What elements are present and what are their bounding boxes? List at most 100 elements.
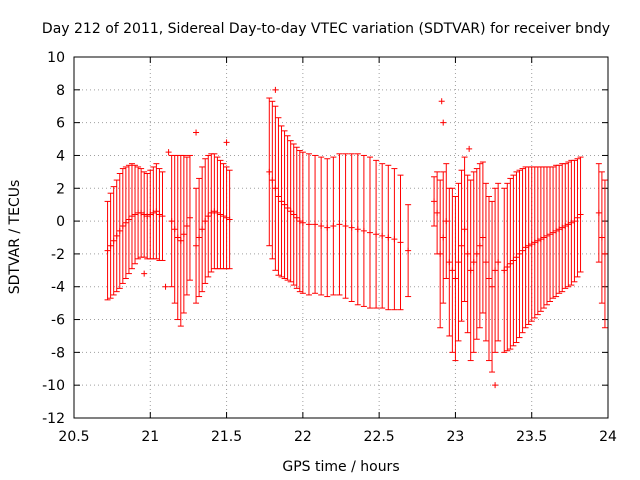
data-point	[119, 223, 126, 230]
data-point	[562, 223, 569, 230]
data-point	[226, 216, 233, 223]
data-point	[165, 149, 172, 156]
data-point	[379, 232, 386, 239]
data-point	[360, 227, 367, 234]
data-point	[211, 208, 218, 215]
y-tick-label: 0	[56, 214, 65, 230]
data-point	[513, 254, 520, 261]
data-series	[168, 153, 233, 327]
data-point	[574, 214, 581, 221]
data-point	[476, 242, 483, 249]
y-tick-label: 6	[56, 116, 65, 132]
data-point	[543, 232, 550, 239]
data-point	[437, 250, 444, 257]
data-point	[348, 224, 355, 231]
data-point	[440, 119, 447, 126]
y-tick-label: -10	[42, 378, 65, 394]
data-point	[534, 237, 541, 244]
data-point	[431, 198, 438, 205]
data-point	[516, 250, 523, 257]
data-point	[296, 218, 303, 225]
data-point	[601, 250, 608, 257]
data-point	[312, 221, 319, 228]
data-point	[272, 185, 279, 192]
data-point	[556, 226, 563, 233]
data-series	[595, 163, 608, 329]
data-point	[159, 213, 166, 220]
x-tick-label: 22.5	[364, 429, 395, 445]
data-point	[110, 237, 117, 244]
data-point	[507, 260, 514, 267]
data-point	[156, 211, 163, 218]
data-point	[202, 218, 209, 225]
data-point	[183, 223, 190, 230]
data-point	[461, 226, 468, 233]
data-point	[366, 229, 373, 236]
x-tick-label: 22	[294, 429, 312, 445]
data-point	[162, 283, 169, 290]
data-point	[116, 227, 123, 234]
x-tick-label: 21	[141, 429, 159, 445]
data-point	[446, 259, 453, 266]
plot-frame	[73, 56, 609, 419]
data-point	[540, 234, 547, 241]
data-point	[397, 239, 404, 246]
data-point	[449, 267, 456, 274]
data-point	[141, 270, 148, 277]
data-point	[571, 218, 578, 225]
y-tick-label: -8	[51, 345, 65, 361]
data-point	[519, 247, 526, 254]
data-point	[196, 234, 203, 241]
data-point	[168, 218, 175, 225]
data-point	[440, 234, 447, 241]
data-point	[565, 221, 572, 228]
data-point	[467, 267, 474, 274]
data-point	[405, 247, 412, 254]
data-point	[284, 204, 291, 211]
data-point	[438, 98, 445, 105]
data-point	[342, 223, 349, 230]
data-point	[443, 218, 450, 225]
data-point	[553, 227, 560, 234]
data-point	[153, 208, 160, 215]
data-point	[492, 267, 499, 274]
data-point	[305, 221, 312, 228]
data-point	[354, 226, 361, 233]
data-point	[559, 224, 566, 231]
data-point	[522, 244, 529, 251]
data-point	[113, 232, 120, 239]
data-point	[150, 209, 157, 216]
data-point	[290, 211, 297, 218]
data-series	[501, 156, 584, 353]
data-point	[174, 234, 181, 241]
y-tick-label: 2	[56, 181, 65, 197]
data-point	[287, 208, 294, 215]
data-point	[299, 219, 306, 226]
data-point	[470, 259, 477, 266]
x-axis-label: GPS time / hours	[282, 459, 399, 475]
x-tick-label: 23	[447, 429, 465, 445]
data-point	[595, 209, 602, 216]
data-point	[125, 216, 132, 223]
data-point	[278, 198, 285, 205]
data-points	[104, 86, 608, 389]
data-point	[199, 226, 206, 233]
data-point	[466, 145, 473, 152]
data-point	[138, 209, 145, 216]
x-tick-label: 21.5	[211, 429, 242, 445]
data-point	[330, 223, 337, 230]
data-point	[293, 214, 300, 221]
chart-title: Day 212 of 2011, Sidereal Day-to-day VTE…	[42, 21, 610, 37]
y-axis-label: SDTVAR / TECUs	[7, 180, 23, 295]
data-point	[528, 241, 535, 248]
data-point	[223, 214, 230, 221]
data-series	[266, 97, 404, 311]
data-point	[482, 259, 489, 266]
data-point	[214, 209, 221, 216]
data-point	[141, 211, 148, 218]
data-point	[479, 234, 486, 241]
y-tick-label: 4	[56, 148, 65, 164]
data-point	[455, 259, 462, 266]
data-point	[501, 267, 508, 274]
y-tick-label: -12	[42, 411, 65, 427]
